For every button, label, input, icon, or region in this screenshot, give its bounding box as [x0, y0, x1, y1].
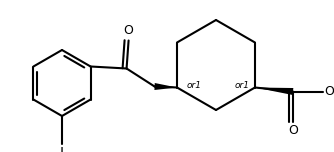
Polygon shape: [154, 83, 177, 90]
Text: OH: OH: [324, 85, 334, 98]
Polygon shape: [255, 88, 293, 95]
Text: or1: or1: [187, 81, 202, 90]
Text: or1: or1: [235, 81, 250, 90]
Text: O: O: [288, 124, 298, 138]
Text: I: I: [60, 146, 64, 152]
Text: O: O: [124, 24, 134, 38]
